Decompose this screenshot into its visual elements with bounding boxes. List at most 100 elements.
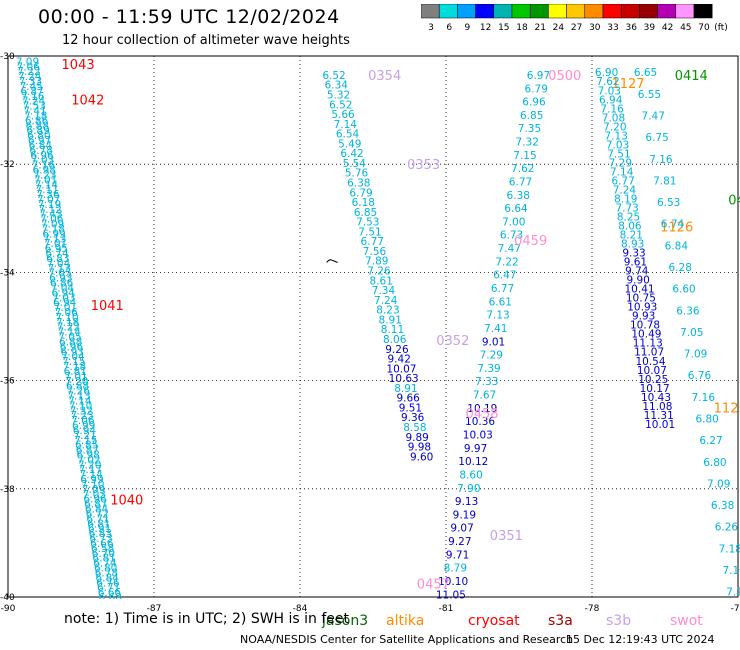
wave-height-value: 10.36 [465,416,495,428]
wave-height-value: 7.05 [48,268,71,280]
wave-height-value: 7.14 [334,119,358,131]
pass-time-label: 1040 [110,494,143,509]
wave-height-value: 8.25 [617,211,640,223]
wave-height-value: 10.54 [635,356,665,368]
colorbar-tick-label: 42 [662,23,673,33]
wave-height-value: 5.66 [331,109,355,121]
wave-height-value: 8.79 [444,563,467,575]
wave-height-value: 7.24 [18,71,42,83]
wave-height-value: 7.24 [22,96,46,108]
wave-height-value: 9.13 [455,496,478,508]
wave-height-value: 10.10 [438,576,468,588]
colorbar-tick-label: 21 [534,23,545,33]
wave-height-value: 6.28 [669,262,692,274]
footer-credit: NOAA/NESDIS Center for Satellite Applica… [240,633,574,646]
colorbar-tick-label: 36 [625,23,637,33]
wave-height-value: 6.70 [92,548,115,560]
wave-height-value: 6.81 [87,518,110,530]
wave-height-value: 6.38 [507,190,530,202]
wave-height-value: 6.83 [46,253,69,265]
wave-height-value: 6.78 [95,567,118,579]
wave-height-value: 7.20 [603,121,626,133]
pass-time-label: 1127 [611,77,644,92]
wave-height-value: 6.74 [661,219,685,231]
wave-height-value: 8.11 [381,324,404,336]
wave-height-value: 6.87 [84,499,107,511]
wave-height-value: 10.49 [631,329,661,341]
wave-height-value: 9.71 [446,549,469,561]
wave-height-value: 7.90 [457,483,480,495]
wave-height-value: 6.94 [73,425,97,437]
wave-height-value: 8.23 [376,305,399,317]
wave-height-value: 7.34 [372,285,396,297]
wave-height-value: 9.07 [450,523,473,535]
wave-height-value: 6.96 [60,341,84,353]
wave-height-value: 10.01 [645,419,675,431]
wave-height-value: 7.18 [42,223,65,235]
wave-height-value: 7.10 [55,312,78,324]
plot-frame [7,55,739,598]
wave-height-value: 7.09 [707,478,730,490]
wave-height-value: 10.43 [641,392,671,404]
wave-height-value: 8.06 [383,334,407,346]
legend-entry: s3b [606,613,631,629]
x-tick-label: -84 [293,604,308,614]
island-outline [326,259,338,263]
wave-height-value: 6.85 [75,440,98,452]
wave-height-value: 9.19 [453,509,476,521]
wave-height-value: 6.66 [90,538,114,550]
wave-height-value: 7.13 [605,130,628,142]
wave-height-value: 10.19 [467,403,497,415]
wave-height-value: 7.14 [58,327,82,339]
wave-height-value: 7.03 [52,292,75,304]
pass-time-label: 1126 [660,220,693,235]
wave-height-value: 6.80 [695,413,718,425]
wave-height-value: 7.03 [598,85,621,97]
wave-height-value: 6.81 [64,366,87,378]
colorbar-tick-label: 39 [644,23,656,33]
wave-height-value: 7.07 [37,194,60,206]
colorbar-swatch [693,4,713,19]
x-tick-label: -90 [1,604,16,614]
wave-height-value: 7.05 [58,332,81,344]
wave-height-value: 7.20 [78,459,101,471]
wave-height-value: 6.96 [83,494,107,506]
wave-height-value: 9.42 [388,354,411,366]
wave-height-value: 6.55 [638,89,661,101]
wave-height-value: 9.51 [399,402,422,414]
wave-height-value: 6.74 [45,248,69,260]
wave-height-value: 7.13 [486,310,509,322]
wave-height-value: 6.42 [340,148,363,160]
wave-height-value: 6.88 [59,336,82,348]
wave-height-value: 8.06 [618,221,642,233]
wave-height-value: 6.38 [711,500,734,512]
wave-height-value: 6.96 [522,97,546,109]
wave-height-value: 7.02 [77,454,100,466]
wave-height-value: 10.25 [638,374,668,386]
wave-height-value: 6.60 [672,284,695,296]
wave-height-value: 7.18 [56,317,79,329]
wave-height-value: 6.73 [89,533,112,545]
wave-height-value: 7.09 [41,219,64,231]
wave-height-value: 7.03 [606,139,629,151]
wave-height-value: 7.24 [374,295,398,307]
wave-height-value: 11.07 [634,347,664,359]
wave-height-value: 7.47 [642,111,665,123]
colorbar-tick-label: 12 [480,23,491,33]
wave-height-value: 6.95 [45,243,68,255]
wave-height-value: 7.06 [40,214,64,226]
wave-height-value: 7.14 [610,166,634,178]
wave-height-value: 11.08 [642,401,672,413]
wave-height-value: 10.41 [625,284,655,296]
wave-height-value: 8.91 [379,314,402,326]
pass-time-label: 0457 [417,577,450,592]
legend-entry: altika [386,613,424,629]
wave-height-value: 10.12 [458,456,488,468]
colorbar-unit: (ft) [714,23,728,33]
wave-height-value: 9.26 [385,344,409,356]
wave-height-value: 10.75 [626,293,656,305]
wave-height-value: 7.41 [23,106,46,118]
wave-height-value: 7.01 [64,371,87,383]
wave-height-value: 7.09 [684,349,707,361]
